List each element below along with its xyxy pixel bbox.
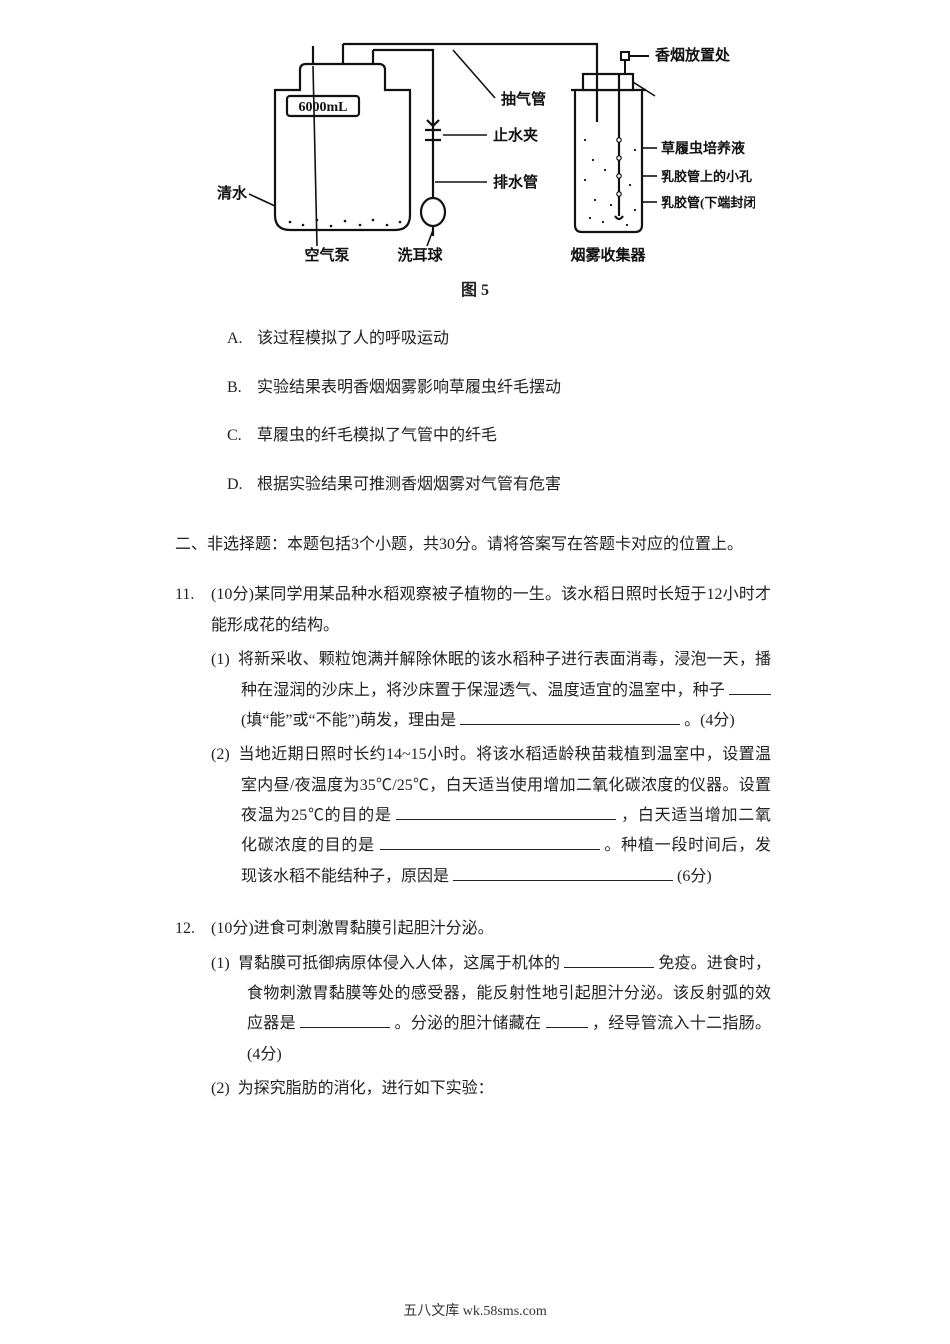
option-b: B. 实验结果表明香烟烟雾影响草履虫纤毛摆动 <box>227 373 775 403</box>
option-d-letter: D. <box>227 470 253 500</box>
label-smoke-collector: 烟雾收集器 <box>570 246 646 264</box>
q11-number: 11. <box>175 580 207 610</box>
option-c-letter: C. <box>227 421 253 451</box>
section-2-title: 二、非选择题：本题包括3个小题，共30分。请将答案写在答题卡对应的位置上。 <box>175 530 775 560</box>
label-volume: 6000mL <box>299 100 348 115</box>
q11-sub2: (2) 当地近期日照时长约14~15小时。将该水稻适龄秧苗栽植到温室中，设置温室… <box>211 740 771 892</box>
option-b-text: 实验结果表明香烟烟雾影响草履虫纤毛摆动 <box>257 379 561 396</box>
q11-stem: (10分)某同学用某品种水稻观察被子植物的一生。该水稻日照时长短于12小时才能形… <box>211 586 771 633</box>
q11-sub2-lead: (2) <box>211 746 230 763</box>
q11-sub1-lead: (1) <box>211 651 230 668</box>
q12-sub1: (1) 胃黏膜可抵御病原体侵入人体，这属于机体的 免疫。进食时，食物刺激胃黏膜等… <box>211 949 771 1071</box>
figure-5: 6000mL <box>195 30 755 306</box>
figure-caption: 图 5 <box>195 276 755 306</box>
label-rubber-holes: 乳胶管上的小孔 <box>661 169 752 184</box>
option-a-text: 该过程模拟了人的呼吸运动 <box>257 330 449 347</box>
blank <box>564 951 654 967</box>
blank <box>380 834 600 850</box>
q12-sub2: (2) 为探究脂肪的消化，进行如下实验： <box>211 1074 771 1104</box>
label-clamp: 止水夹 <box>493 126 538 144</box>
blank <box>729 678 771 694</box>
option-a-letter: A. <box>227 324 253 354</box>
option-b-letter: B. <box>227 373 253 403</box>
blank <box>300 1012 390 1028</box>
label-cigarette: 香烟放置处 <box>655 46 731 64</box>
option-c: C. 草履虫的纤毛模拟了气管中的纤毛 <box>227 421 775 451</box>
blank <box>396 804 616 820</box>
q11-sub1-fillhint: (填“能”或“不能”)萌发，理由是 <box>241 712 456 729</box>
label-air-pump: 空气泵 <box>304 246 349 264</box>
q11-sub1-score: 。(4分) <box>684 712 735 729</box>
blank <box>453 865 673 881</box>
q12-stem: (10分)进食可刺激胃黏膜引起胆汁分泌。 <box>211 920 494 937</box>
q12-number: 12. <box>175 914 207 944</box>
label-culture: 草履虫培养液 <box>661 140 746 157</box>
blank <box>546 1012 588 1028</box>
option-a: A. 该过程模拟了人的呼吸运动 <box>227 324 775 354</box>
q12-sub1-t1: 胃黏膜可抵御病原体侵入人体，这属于机体的 <box>238 955 560 972</box>
question-12: 12. (10分)进食可刺激胃黏膜引起胆汁分泌。 (1) 胃黏膜可抵御病原体侵入… <box>175 914 775 1104</box>
question-11: 11. (10分)某同学用某品种水稻观察被子植物的一生。该水稻日照时长短于12小… <box>175 580 775 892</box>
q11-sub1: (1) 将新采收、颗粒饱满并解除休眠的该水稻种子进行表面消毒，浸泡一天，播种在湿… <box>211 645 771 736</box>
blank <box>460 709 680 725</box>
q11-sub2-score: (6分) <box>677 868 712 885</box>
option-d-text: 根据实验结果可推测香烟烟雾对气管有危害 <box>257 476 561 493</box>
q12-sub2-t1: 为探究脂肪的消化，进行如下实验： <box>238 1080 494 1097</box>
q11-sub1-t1: 将新采收、颗粒饱满并解除休眠的该水稻种子进行表面消毒，浸泡一天，播种在湿润的沙床… <box>238 651 771 698</box>
options-list: A. 该过程模拟了人的呼吸运动 B. 实验结果表明香烟烟雾影响草履虫纤毛摆动 C… <box>227 324 775 500</box>
option-d: D. 根据实验结果可推测香烟烟雾对气管有危害 <box>227 470 775 500</box>
q12-sub1-t3: 。分泌的胆汁储藏在 <box>395 1015 542 1032</box>
label-ear-bulb: 洗耳球 <box>397 246 443 264</box>
label-rubber-sealed: 乳胶管(下端封闭) <box>661 195 755 210</box>
q12-sub1-lead: (1) <box>211 955 230 972</box>
q12-sub2-lead: (2) <box>211 1080 230 1097</box>
label-suction-tube: 抽气管 <box>501 90 546 108</box>
apparatus-svg: 6000mL <box>195 30 755 270</box>
label-water: 清水 <box>217 184 248 202</box>
label-drain-tube: 排水管 <box>493 173 538 191</box>
option-c-text: 草履虫的纤毛模拟了气管中的纤毛 <box>257 427 497 444</box>
page-footer: 五八文库 wk.58sms.com <box>0 1299 950 1326</box>
